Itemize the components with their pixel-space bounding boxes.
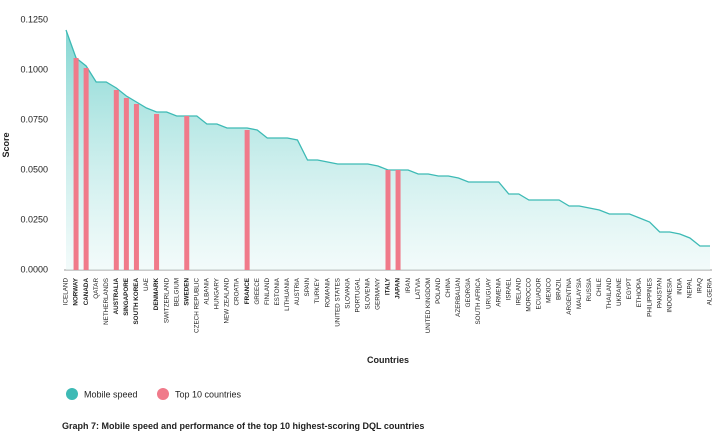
x-tick-label: UNITED STATES [334, 278, 341, 327]
x-tick-label: UAE [143, 278, 150, 291]
x-tick-label: GERMANY [375, 277, 382, 310]
bar [244, 130, 250, 270]
x-tick-label: QATAR [93, 278, 100, 299]
x-tick-label: GEORGIA [465, 277, 472, 307]
y-tick-label: 0.1000 [20, 64, 48, 74]
x-tick-label: URUGUAY [485, 277, 492, 309]
x-tick-label: CZECH REPUBLIC [193, 278, 200, 333]
x-tick-label: GREECE [254, 278, 261, 305]
x-tick-label: AUSTRALIA [113, 278, 120, 315]
x-tick-label: ROMANIA [324, 277, 331, 307]
bar [385, 170, 391, 270]
x-tick-label: FRANCE [244, 278, 251, 304]
x-tick-label: SINGAPORE [123, 278, 130, 316]
x-axis-label: Countries [367, 355, 409, 365]
x-tick-label: CANADA [83, 278, 90, 306]
y-tick-label: 0.1250 [20, 14, 48, 24]
y-tick-label: 0.0500 [20, 164, 48, 174]
x-tick-label: SOUTH KOREA [133, 278, 140, 325]
x-tick-label: ESTONIA [274, 277, 281, 305]
x-tick-label: ALBANIA [204, 277, 211, 304]
y-axis-label: Score [1, 132, 11, 157]
x-tick-label: JAPAN [395, 278, 402, 299]
x-tick-label: EGYPT [626, 278, 633, 299]
x-tick-label: THAILAND [606, 278, 613, 310]
y-tick-label: 0.0000 [20, 264, 48, 274]
bar [83, 68, 89, 270]
x-tick-label: SLOVENIA [365, 277, 372, 309]
x-tick-label: MALAYSIA [576, 277, 583, 309]
x-tick-label: AUSTRIA [294, 277, 301, 305]
x-tick-label: CHILE [596, 278, 603, 297]
x-tick-label: INDIA [676, 277, 683, 295]
x-tick-label: DENMARK [153, 278, 160, 311]
x-tick-label: ARMENIA [495, 277, 502, 306]
x-tick-label: CROATIA [234, 277, 241, 305]
x-tick-label: SOUTH AFRICA [475, 277, 482, 324]
x-tick-label: ECUADOR [536, 278, 543, 310]
legend-label: Mobile speed [84, 389, 138, 399]
bar [133, 104, 139, 270]
x-tick-label: RUSSIA [586, 277, 593, 301]
x-tick-label: BRAZIL [556, 278, 563, 301]
x-tick-label: NEPAL [687, 278, 694, 299]
bar [123, 98, 129, 270]
bar [154, 114, 160, 270]
x-tick-label: ICELAND [63, 278, 70, 306]
caption: Graph 7: Mobile speed and performance of… [62, 421, 424, 431]
legend-marker [66, 388, 78, 400]
x-tick-label: PORTUGAL [354, 278, 361, 313]
x-tick-label: AZERBAIJAN [455, 278, 462, 317]
x-tick-label: PAKISTAN [656, 278, 663, 309]
x-tick-label: INDONESIA [666, 277, 673, 312]
x-tick-label: LATVIA [415, 277, 422, 299]
x-tick-label: LITHUANIA [284, 277, 291, 311]
x-tick-label: UNITED KINGDOM [425, 278, 432, 333]
x-tick-label: NEW ZEALAND [224, 278, 231, 324]
bar [184, 116, 190, 270]
x-tick-label: ITALY [385, 277, 392, 295]
x-tick-label: NORWAY [73, 277, 80, 305]
x-tick-label: CHINA [445, 277, 452, 297]
x-tick-label: PHILIPPINES [646, 278, 653, 317]
x-tick-label: ISRAEL [505, 278, 512, 301]
x-tick-label: SPAIN [304, 278, 311, 297]
bar [73, 58, 79, 270]
x-tick-label: IRAN [405, 278, 412, 293]
x-tick-label: SWITZERLAND [163, 278, 170, 324]
legend-marker [157, 388, 169, 400]
x-tick-label: MOROCCO [526, 278, 533, 312]
y-tick-label: 0.0750 [20, 114, 48, 124]
y-tick-label: 0.0250 [20, 214, 48, 224]
bar [113, 90, 119, 270]
x-tick-label: ETHIOPIA [636, 277, 643, 307]
x-tick-label: NETHERLANDS [103, 278, 110, 325]
x-tick-label: HUNGARY [214, 277, 221, 309]
x-tick-label: ALGERIA [707, 277, 714, 305]
x-tick-label: SWEDEN [183, 278, 190, 306]
legend-label: Top 10 countries [175, 389, 242, 399]
x-tick-label: IRAQ [697, 278, 704, 293]
x-tick-label: ARGENTINA [566, 277, 573, 315]
x-tick-label: BELGIUM [173, 278, 180, 306]
x-tick-label: UKRAINE [616, 278, 623, 306]
x-tick-label: TURKEY [314, 277, 321, 303]
x-tick-label: FINLAND [264, 278, 271, 305]
x-tick-label: POLAND [435, 278, 442, 304]
x-tick-label: MEXICO [546, 278, 553, 303]
area [66, 30, 710, 270]
bar [395, 170, 401, 270]
x-tick-label: IRELAND [515, 278, 522, 306]
x-tick-label: SLOVAKIA [344, 277, 351, 308]
